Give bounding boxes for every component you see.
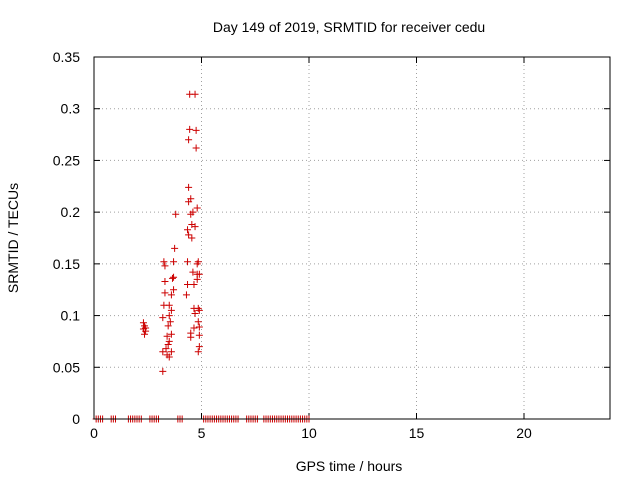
data-point (194, 318, 202, 326)
data-point (194, 348, 202, 356)
y-tick-label: 0.25 (53, 152, 80, 168)
data-point (189, 268, 197, 276)
data-point (165, 337, 173, 345)
y-tick-label: 0.05 (53, 359, 80, 375)
data-point (192, 126, 200, 134)
data-point (195, 306, 203, 314)
data-point (191, 223, 199, 231)
y-axis-label: SRMTID / TECUs (5, 183, 21, 293)
data-point (184, 258, 192, 266)
data-point (190, 281, 198, 289)
x-tick-label: 15 (409, 425, 425, 441)
data-point (187, 329, 195, 337)
x-tick-label: 0 (90, 425, 98, 441)
data-point (185, 231, 193, 239)
y-tick-label: 0.35 (53, 49, 80, 65)
data-point (142, 324, 150, 332)
data-point (165, 353, 173, 361)
data-point (166, 318, 174, 326)
data-point (195, 343, 203, 351)
y-tick-label: 0.2 (61, 204, 81, 220)
data-point (159, 367, 167, 375)
data-point (192, 144, 200, 152)
data-point (191, 310, 199, 318)
data-point (184, 226, 192, 234)
data-point (195, 270, 203, 278)
data-point (159, 348, 167, 356)
data-point (161, 277, 169, 285)
data-point (184, 281, 192, 289)
y-tick-label: 0 (72, 411, 80, 427)
data-point (162, 345, 170, 353)
data-point (164, 322, 172, 330)
data-point (190, 324, 198, 332)
y-tick-label: 0.15 (53, 256, 80, 272)
data-point (172, 210, 180, 218)
plot-frame (93, 56, 611, 420)
axis-layer: 0 5 10 15 20 0 0.05 0.1 0.15 0.2 0.25 0.3 0.35 (53, 49, 610, 441)
y-tick-label: 0.3 (61, 101, 81, 117)
data-point (170, 258, 178, 266)
x-tick-label: 10 (301, 425, 317, 441)
data-point (191, 90, 199, 98)
data-point (159, 314, 167, 322)
data-point (139, 319, 147, 327)
y-tick-label: 0.1 (61, 308, 81, 324)
data-point (194, 258, 202, 266)
data-point (193, 275, 201, 283)
data-points (92, 90, 313, 423)
data-point (165, 312, 173, 320)
data-point (161, 262, 169, 270)
data-point (186, 125, 194, 133)
data-point (168, 274, 176, 282)
x-axis-label: GPS time / hours (296, 458, 403, 474)
data-point (160, 258, 168, 266)
data-point (170, 286, 178, 294)
x-tick-label: 20 (516, 425, 532, 441)
data-point (185, 136, 193, 144)
chart-title: Day 149 of 2019, SRMTID for receiver ced… (213, 19, 485, 35)
data-point (167, 348, 175, 356)
data-point (195, 331, 203, 339)
data-point (188, 234, 196, 242)
data-point (161, 289, 169, 297)
data-point (187, 195, 195, 203)
data-point (163, 332, 171, 340)
x-tick-label: 5 (198, 425, 206, 441)
data-point (185, 183, 193, 191)
data-point (164, 341, 172, 349)
data-point (167, 291, 175, 299)
data-point (195, 323, 203, 331)
data-point (193, 204, 201, 212)
data-point (167, 330, 175, 338)
data-point (189, 208, 197, 216)
data-point (182, 291, 190, 299)
data-point (171, 244, 179, 252)
data-point (170, 273, 178, 281)
data-point (165, 301, 173, 309)
data-point (167, 306, 175, 314)
grid-layer (94, 57, 610, 419)
data-point (141, 330, 149, 338)
